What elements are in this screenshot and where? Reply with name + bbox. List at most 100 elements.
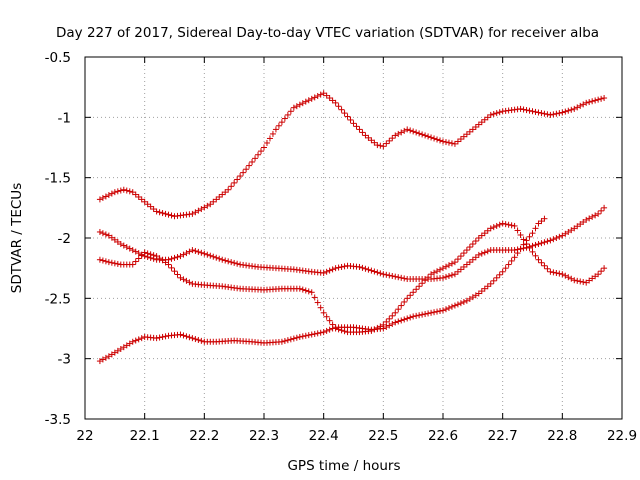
data-point	[502, 265, 509, 272]
data-point	[589, 213, 596, 220]
data-point	[413, 286, 420, 293]
data-point	[308, 331, 315, 338]
data-point	[308, 95, 315, 102]
data-point	[550, 111, 557, 118]
data-point	[422, 277, 429, 284]
data-point	[314, 93, 321, 100]
data-point	[469, 241, 476, 248]
data-point	[410, 128, 417, 135]
data-point	[565, 107, 572, 114]
data-point	[401, 298, 408, 305]
data-point	[210, 253, 217, 260]
data-point	[440, 138, 446, 145]
data-point	[505, 221, 512, 228]
data-point	[544, 238, 551, 245]
data-point	[323, 327, 330, 334]
data-point	[460, 250, 467, 257]
data-point	[335, 103, 342, 110]
data-point	[553, 269, 560, 276]
data-point	[102, 193, 109, 200]
data-point	[359, 264, 366, 271]
data-point	[350, 120, 357, 127]
data-point	[132, 248, 139, 255]
data-point	[240, 169, 247, 176]
data-point	[213, 254, 220, 261]
data-point	[598, 95, 605, 102]
data-point	[428, 309, 435, 316]
data-point	[365, 266, 372, 273]
data-point	[165, 211, 172, 218]
data-point	[371, 268, 378, 275]
data-point	[511, 254, 518, 261]
data-point	[434, 308, 441, 315]
data-point	[448, 260, 455, 267]
data-point	[445, 273, 452, 280]
data-point	[556, 233, 563, 240]
data-point	[180, 251, 187, 258]
data-point	[317, 304, 324, 311]
data-point	[529, 230, 536, 237]
data-point	[96, 196, 103, 203]
data-point	[305, 97, 312, 104]
data-point	[278, 338, 285, 345]
data-point	[105, 192, 112, 199]
data-point	[407, 314, 414, 321]
data-point	[186, 248, 193, 255]
data-point	[547, 237, 554, 244]
data-point	[451, 302, 458, 309]
data-point	[407, 292, 414, 299]
x-tick-label: 22.1	[130, 428, 160, 444]
data-point	[314, 299, 321, 306]
data-point	[299, 286, 306, 293]
data-point	[386, 315, 393, 322]
data-point	[437, 308, 444, 315]
data-point	[225, 186, 232, 193]
data-point	[493, 110, 500, 117]
data-point	[580, 279, 587, 286]
data-point	[138, 335, 145, 342]
data-point	[535, 241, 542, 248]
data-point	[538, 110, 545, 117]
y-tick-label: -2	[58, 231, 71, 247]
data-point	[266, 135, 273, 142]
data-point	[526, 244, 533, 251]
data-point	[431, 309, 438, 316]
x-tick-label: 22.5	[368, 428, 398, 444]
data-point	[255, 151, 262, 158]
data-point	[404, 126, 411, 133]
data-point	[183, 277, 190, 284]
data-point	[341, 263, 348, 270]
data-point	[535, 256, 542, 263]
data-point	[419, 280, 426, 287]
data-point	[490, 111, 497, 118]
data-point	[189, 335, 196, 342]
y-tick-label: -1	[58, 110, 71, 126]
data-point	[329, 325, 336, 332]
data-point	[353, 123, 360, 130]
data-point	[413, 312, 420, 319]
data-point	[290, 104, 297, 111]
data-point	[231, 259, 238, 266]
data-point	[132, 337, 139, 344]
data-point	[135, 255, 142, 262]
y-tick-label: -1.5	[45, 171, 71, 187]
data-point	[574, 104, 581, 111]
data-point	[541, 239, 548, 246]
data-point	[249, 158, 256, 165]
data-point	[320, 309, 327, 316]
data-point	[559, 109, 566, 116]
data-point	[323, 313, 330, 320]
data-point	[111, 260, 118, 267]
data-point	[168, 212, 175, 219]
data-point	[481, 249, 488, 256]
data-point	[386, 272, 393, 279]
data-point	[317, 329, 324, 336]
data-point	[529, 248, 536, 255]
data-point	[437, 137, 444, 144]
data-point	[156, 209, 163, 216]
data-point	[287, 108, 294, 115]
data-point	[386, 322, 393, 329]
data-point	[592, 212, 599, 219]
data-point	[263, 139, 270, 146]
